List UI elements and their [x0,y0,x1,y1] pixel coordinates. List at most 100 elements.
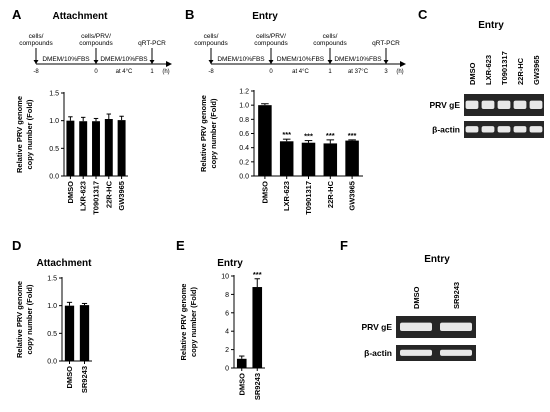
blot-lane-label-f-1: SR9243 [452,282,461,309]
blot-band-c-0-0 [465,100,479,109]
category-label-d-1: SR9243 [80,366,89,393]
y-tick-label-d-3: 1.5 [47,276,57,283]
blot-band-f-0-1 [440,322,472,331]
y-tick-label-d-0: 0.0 [47,359,57,366]
panel-title-f: Entry [424,254,450,265]
y-tick-label-e-2: 4 [225,329,229,336]
timeline-tick-b-3: 3 [384,69,388,75]
panel-title-b: Entry [252,11,278,22]
timeline-unit-b: (h) [396,69,403,75]
blot-lane-label-c-2: T0901317 [500,51,509,85]
blot-band-c-1-2 [497,126,511,133]
blot-row-label-f-0: PRV gE [361,322,392,332]
y-tick-label-e-0: 0 [225,366,229,373]
timeline-tick-b-0: -8 [208,69,214,75]
panel-title-d: Attachment [36,258,92,269]
panel-letter-f: F [340,238,348,253]
blot-lane-label-c-3: 22R-HC [516,57,525,85]
blot-strip-f-1 [396,345,476,361]
y-tick-label-e-5: 10 [221,274,229,281]
timeline-step-label-b-2-0: cells/ [323,33,338,40]
timeline-marker-arrow-a-0 [33,60,39,64]
panel-letter-c: C [418,7,428,22]
significance-b-3: *** [326,131,335,140]
bar-b-1 [279,141,294,176]
blot-lane-label-c-4: GW3965 [532,55,541,85]
y-axis-label-b-0: Relative PRV genome [199,95,208,172]
y-tick-label-b-6: 1.2 [239,89,249,96]
timeline-medium-a-0: DMEM/10%FBS [42,56,90,63]
blot-strip-f-0 [396,316,476,338]
blot-band-f-1-0 [400,349,432,356]
y-tick-label-b-5: 1.0 [239,103,249,110]
blot-row-label-f-1: β-actin [364,348,392,358]
bar-a-2 [92,121,100,176]
y-axis-label-e-0: Relative PRV genome [179,284,188,361]
blot-band-c-0-2 [497,100,511,109]
timeline-marker-arrow-b-1 [268,60,274,64]
category-label-d-0: DMSO [65,366,74,389]
y-axis-label-d-0: Relative PRV genome [15,281,24,358]
panel-letter-d: D [12,238,21,253]
blot-band-c-1-3 [513,126,527,133]
bar-a-1 [79,121,88,176]
bar-e-0 [236,358,247,368]
blot-band-c-0-4 [529,100,543,109]
bar-b-3 [323,143,338,176]
panel-title-e: Entry [217,258,243,269]
bar-b-4 [345,140,359,176]
timeline-temp-b-2: at 37°C [348,69,369,75]
timeline-step-label-b-1-0: cells/PRV/ [256,33,286,40]
timeline-step-label-a-2-0: qRT-PCR [138,40,166,47]
y-tick-label-a-1: 0.5 [49,146,59,153]
bar-d-0 [64,305,75,361]
category-label-b-4: GW3965 [348,181,357,211]
blot-lane-label-f-0: DMSO [412,286,421,309]
y-axis-label-a-0: Relative PRV genome [15,96,24,173]
blot-lane-label-c-1: LXR-623 [484,55,493,85]
y-axis-label-b-1: copy number (Fold) [209,98,218,169]
blot-lane-label-c-0: DMSO [468,62,477,85]
timeline-step-label-a-0-0: cells/ [29,33,44,40]
blot-band-c-0-3 [513,100,527,109]
bar-b-2 [301,142,316,176]
significance-b-2: *** [304,132,313,141]
category-label-a-3: 22R-HC [104,180,113,208]
timeline-tick-b-1: 0 [269,69,273,75]
timeline-tick-a-2: 1 [150,69,154,75]
y-axis-label-e-1: copy number (Fold) [189,287,198,358]
category-label-b-3: 22R-HC [326,180,335,208]
timeline-step-label-a-1-0: cells/PRV/ [81,33,111,40]
timeline-arrowhead-a [166,61,172,67]
timeline-marker-arrow-a-2 [149,60,155,64]
category-label-b-0: DMSO [260,181,269,204]
blot-band-c-1-1 [481,126,495,133]
blot-row-label-c-1: β-actin [432,125,460,135]
y-axis-label-a-1: copy number (Fold) [25,99,34,170]
timeline-tick-a-1: 0 [94,69,98,75]
timeline-marker-arrow-b-2 [327,60,333,64]
y-tick-label-b-3: 0.6 [239,131,249,138]
timeline-step-label-b-0-0: cells/ [204,33,219,40]
bar-a-0 [66,120,75,176]
category-label-a-1: LXR-623 [79,181,88,211]
bar-e-1 [252,287,263,368]
bar-b-0 [258,105,272,176]
timeline-tick-a-0: -8 [33,69,39,75]
timeline-step-label-b-1-1: compounds [254,40,288,47]
significance-e-1: *** [253,270,262,279]
panel-letter-b: B [185,7,194,22]
timeline-step-label-b-0-1: compounds [194,40,228,47]
category-label-a-4: GW3965 [117,181,126,211]
timeline-tick-b-2: 1 [328,69,332,75]
category-label-e-1: SR9243 [253,373,262,400]
blot-band-c-0-1 [481,100,495,109]
y-tick-label-b-4: 0.8 [239,117,249,124]
y-axis-label-d-1: copy number (Fold) [25,284,34,355]
y-tick-label-e-1: 2 [225,347,229,354]
y-tick-label-d-1: 0.5 [47,331,57,338]
y-tick-label-a-3: 1.5 [49,91,59,98]
panel-title-a: Attachment [52,11,108,22]
